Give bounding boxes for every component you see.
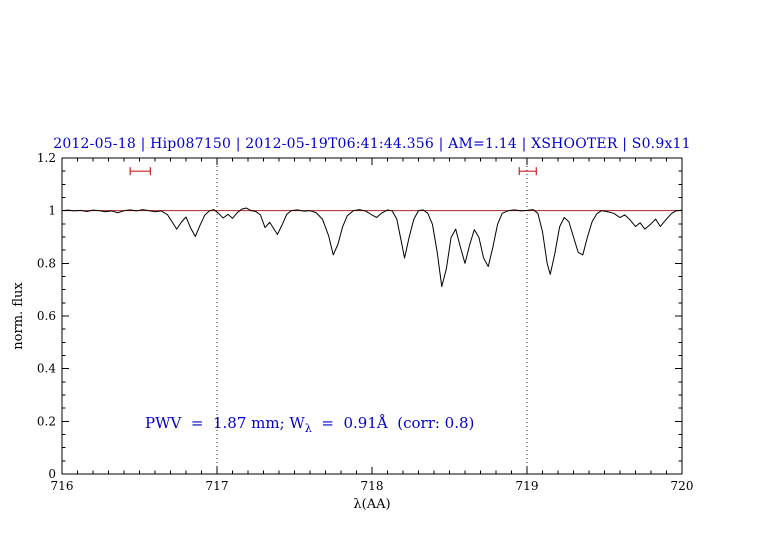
svg-text:0.8: 0.8	[37, 256, 56, 270]
x-axis-label: λ(AA)	[353, 497, 390, 512]
axis-ticks	[61, 157, 683, 475]
svg-text:716: 716	[51, 479, 74, 493]
svg-text:0.2: 0.2	[37, 414, 56, 428]
svg-text:718: 718	[361, 479, 384, 493]
svg-text:0.6: 0.6	[37, 309, 56, 323]
chart-title: 2012-05-18 | Hip087150 | 2012-05-19T06:4…	[53, 136, 691, 152]
svg-text:0: 0	[48, 467, 56, 481]
pwv-text-prefix: PWV = 1.87 mm; W	[145, 414, 305, 432]
svg-text:719: 719	[516, 479, 539, 493]
spectrum-line	[61, 207, 683, 288]
svg-text:1.2: 1.2	[37, 151, 56, 165]
pwv-lambda-subscript: λ	[304, 422, 312, 435]
pwv-range-markers	[129, 167, 537, 176]
pwv-annotation: PWV = 1.87 mm; Wλ = 0.91Å (corr: 0.8)	[145, 414, 474, 435]
tick-labels: 716 717 718 719 720 0 0.2 0.4 0.6 0.8 1 1.2	[37, 151, 694, 493]
pwv-text-suffix: = 0.91Å (corr: 0.8)	[311, 414, 475, 432]
svg-text:1: 1	[48, 204, 56, 218]
svg-text:717: 717	[206, 479, 229, 493]
y-axis-label: norm. flux	[11, 282, 26, 350]
svg-text:720: 720	[671, 479, 694, 493]
svg-text:0.4: 0.4	[37, 362, 56, 376]
